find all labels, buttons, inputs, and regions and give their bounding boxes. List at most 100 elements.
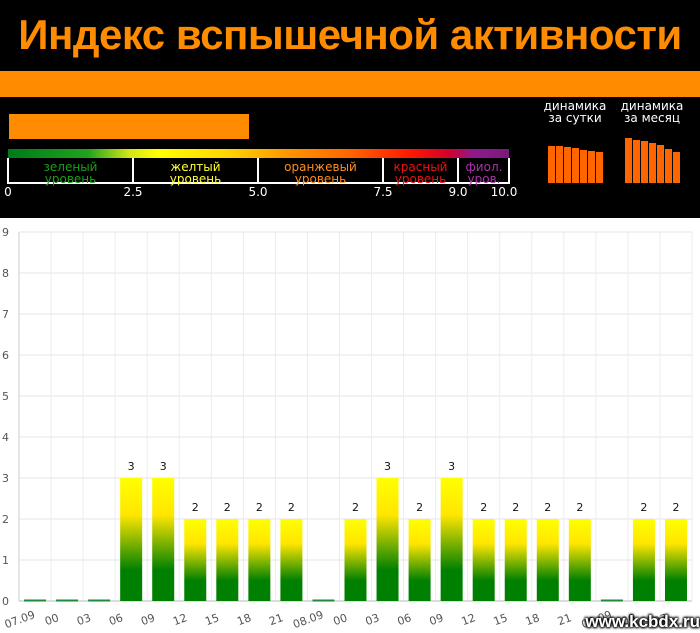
- daily-dynamics-chart: [548, 120, 604, 183]
- site-watermark: www.kcbdx.ru: [585, 612, 700, 631]
- y-tick-label: 4: [2, 431, 9, 444]
- level-label-red: красный уровень: [384, 161, 457, 185]
- dynamics-title-line: за месяц: [624, 111, 680, 125]
- zero-bar-marker: [600, 599, 623, 602]
- bar-value-label: 2: [352, 501, 359, 514]
- scale-gradient-bar: [8, 149, 509, 158]
- scale-divider: [457, 158, 459, 184]
- y-tick-label: 8: [2, 267, 9, 280]
- level-label-line: фиол.: [465, 160, 503, 174]
- dynamics-bar: [564, 147, 571, 183]
- dynamics-bar: [625, 138, 632, 183]
- x-tick-label: 00: [43, 611, 61, 628]
- dynamics-bar: [633, 140, 640, 183]
- bar: [152, 478, 175, 601]
- level-label-orange: оранжевый уровень: [259, 161, 382, 185]
- x-tick-label: 03: [75, 611, 93, 628]
- y-tick-label: 3: [2, 472, 9, 485]
- scale-tick-label: 5.0: [248, 185, 268, 199]
- x-tick-label: 21: [556, 611, 574, 628]
- bar-value-label: 2: [640, 501, 647, 514]
- x-tick-label: 09: [139, 611, 157, 628]
- x-tick-label: 03: [652, 611, 670, 628]
- bar: [216, 519, 239, 601]
- zero-bar-marker: [56, 599, 79, 602]
- page-title: Индекс вспышечной активности: [18, 11, 682, 58]
- monthly-dynamics-title: динамика за месяц: [612, 100, 692, 124]
- x-tick-label: 15: [492, 611, 510, 628]
- bar: [568, 519, 591, 601]
- x-tick-label: 15: [203, 611, 221, 628]
- scale-tick-label: 9.0: [448, 185, 468, 199]
- level-label-line: уровень: [394, 172, 447, 186]
- x-tick-label: 09: [428, 611, 446, 628]
- bar: [664, 519, 687, 601]
- level-label-line: уровень: [169, 172, 222, 186]
- x-tick-label: 03: [364, 611, 382, 628]
- y-tick-label: 5: [2, 390, 9, 403]
- zero-bar-marker: [312, 599, 335, 602]
- y-tick-label: 0: [2, 595, 9, 608]
- dynamics-bar: [657, 145, 664, 183]
- bar: [408, 519, 431, 601]
- bar: [280, 519, 303, 601]
- bar: [632, 519, 655, 601]
- scale-tick-label: 0: [4, 185, 12, 199]
- bar-value-label: 2: [672, 501, 679, 514]
- bar: [536, 519, 559, 601]
- x-tick-label: 18: [524, 611, 542, 628]
- bar: [344, 519, 367, 601]
- level-label-line: зеленый: [43, 160, 98, 174]
- dynamics-title-line: динамика: [620, 99, 684, 113]
- bar-value-label: 2: [576, 501, 583, 514]
- zero-bar-marker: [24, 599, 47, 602]
- level-label-yellow: желтый уровень: [134, 161, 257, 185]
- scale-tick-label: 7.5: [373, 185, 393, 199]
- level-label-line: красный: [393, 160, 448, 174]
- dynamics-bar: [548, 146, 555, 183]
- bar-value-label: 2: [288, 501, 295, 514]
- x-tick-label: 08.09: [291, 608, 325, 631]
- bar-value-label: 2: [480, 501, 487, 514]
- bar-value-label: 2: [416, 501, 423, 514]
- scale-divider: [382, 158, 384, 184]
- level-label-purple: фиол. уров.: [459, 161, 509, 185]
- dynamics-bar: [572, 148, 579, 183]
- x-tick-label: 00: [331, 611, 349, 628]
- bar-value-label: 3: [448, 460, 455, 473]
- level-label-line: уров.: [467, 172, 501, 186]
- dynamics-title-line: за сутки: [548, 111, 602, 125]
- x-tick-label: 07.09: [3, 608, 37, 631]
- bar: [248, 519, 271, 601]
- y-tick-label: 9: [2, 226, 9, 239]
- scale-tick-label: 10.0: [490, 185, 518, 199]
- monthly-dynamics-chart: [625, 120, 681, 183]
- dynamics-bar: [588, 151, 595, 183]
- x-tick-label: 12: [171, 611, 189, 628]
- dynamics-bar: [673, 152, 680, 183]
- y-tick-label: 2: [2, 513, 9, 526]
- activity-header-panel: Индекс вспышечной активности зеленый уро…: [0, 0, 700, 218]
- x-tick-label: 21: [267, 611, 285, 628]
- current-index-bar: [9, 114, 249, 139]
- bar: [440, 478, 463, 601]
- zero-bar-marker: [88, 599, 111, 602]
- level-label-line: уровень: [44, 172, 97, 186]
- scale-divider: [132, 158, 134, 184]
- bar-value-label: 3: [128, 460, 135, 473]
- bar-value-label: 2: [192, 501, 199, 514]
- bar-value-label: 2: [256, 501, 263, 514]
- y-tick-label: 6: [2, 349, 9, 362]
- y-tick-label: 7: [2, 308, 9, 321]
- scale-tick-label: 2.5: [123, 185, 143, 199]
- bar: [472, 519, 495, 601]
- y-tick-label: 1: [2, 554, 9, 567]
- level-label-line: оранжевый: [284, 160, 357, 174]
- scale-divider: [257, 158, 259, 184]
- x-tick-label: 18: [235, 611, 253, 628]
- level-label-line: желтый: [170, 160, 221, 174]
- dynamics-title-line: динамика: [543, 99, 607, 113]
- dynamics-bar: [596, 152, 603, 183]
- dynamics-bar: [580, 150, 587, 183]
